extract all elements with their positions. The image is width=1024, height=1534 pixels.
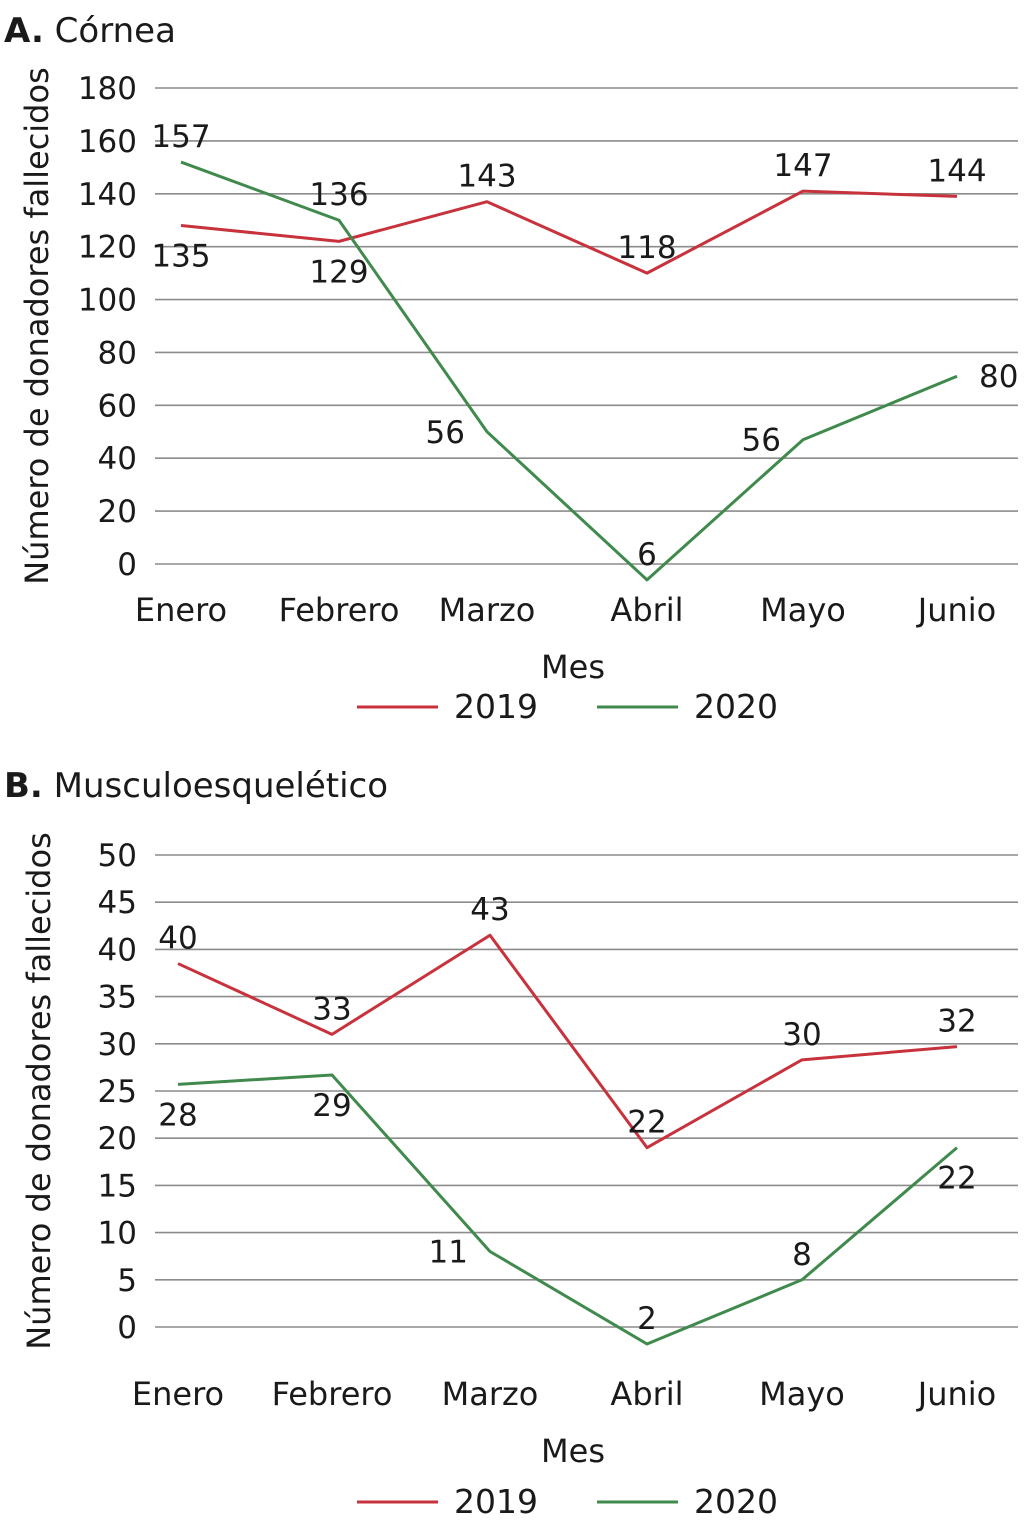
y-tick-label: 40 [98, 441, 137, 477]
data-label: 8 [792, 1237, 812, 1273]
panel-name: Córnea [44, 11, 176, 51]
x-tick-label: Mayo [760, 591, 846, 629]
y-tick-label: 40 [98, 932, 137, 968]
y-axis-title: Número de donadores fallecidos [20, 832, 58, 1350]
x-tick-label: Junio [916, 591, 996, 629]
y-tick-label: 15 [98, 1168, 137, 1204]
x-tick-label: Marzo [442, 1375, 539, 1413]
y-axis-title: Número de donadores fallecidos [18, 67, 56, 585]
x-tick-label: Enero [135, 591, 227, 629]
data-label: 135 [151, 239, 210, 275]
x-tick-label: Febrero [279, 591, 400, 629]
y-tick-label: 160 [78, 124, 137, 160]
data-label: 29 [312, 1088, 351, 1124]
data-label: 28 [158, 1097, 197, 1133]
panel-title: A. Córnea [4, 11, 176, 51]
data-label: 2 [637, 1301, 657, 1337]
y-tick-label: 140 [78, 177, 137, 213]
y-tick-label: 20 [98, 494, 137, 530]
data-label: 136 [309, 177, 368, 213]
data-label: 129 [309, 254, 368, 290]
y-tick-label: 80 [98, 335, 137, 371]
data-label: 157 [151, 119, 210, 155]
x-tick-label: Enero [132, 1375, 224, 1413]
data-label: 40 [158, 921, 197, 957]
panel-letter: A. [4, 11, 44, 51]
legend-label-2019: 2019 [454, 687, 538, 726]
series-line-2019 [177, 933, 958, 1150]
x-tick-label: Abril [610, 591, 683, 629]
data-label: 80 [979, 359, 1018, 395]
legend-label-2019: 2019 [454, 1482, 538, 1521]
y-tick-label: 20 [98, 1121, 137, 1157]
data-label: 22 [937, 1161, 976, 1197]
panel-name: Musculoesquelético [43, 766, 388, 806]
data-label: 56 [742, 423, 781, 459]
y-tick-label: 100 [78, 283, 137, 319]
series-line-2019 [180, 189, 958, 275]
series-line-2020 [177, 1073, 958, 1346]
legend-label-2020: 2020 [694, 1482, 778, 1521]
y-tick-label: 0 [117, 1310, 137, 1346]
y-tick-label: 25 [98, 1074, 137, 1110]
x-tick-label: Mayo [759, 1375, 845, 1413]
x-tick-label: Marzo [439, 591, 536, 629]
data-label: 22 [627, 1105, 666, 1141]
data-label: 118 [617, 230, 676, 266]
x-tick-label: Abril [610, 1375, 683, 1413]
y-tick-label: 50 [98, 838, 137, 874]
x-tick-label: Junio [916, 1375, 996, 1413]
chart-cornea: A. Córnea 0 20 40 60 80 100 120 140 160 180 Número … [4, 11, 1018, 726]
x-tick-label: Febrero [272, 1375, 393, 1413]
y-tick-label: 0 [117, 547, 137, 583]
x-axis-title: Mes [541, 1432, 605, 1470]
data-label: 33 [312, 991, 351, 1027]
data-label: 147 [773, 148, 832, 184]
data-label: 56 [426, 415, 465, 451]
data-label: 143 [457, 159, 516, 195]
y-tick-label: 45 [98, 885, 137, 921]
data-label: 32 [937, 1004, 976, 1040]
y-tick-label: 10 [98, 1216, 137, 1252]
panel-letter: B. [4, 766, 43, 806]
data-label: 30 [782, 1017, 821, 1053]
y-tick-label: 60 [98, 388, 137, 424]
y-tick-label: 35 [98, 980, 137, 1016]
data-label: 43 [470, 892, 509, 928]
data-label: 144 [927, 153, 986, 189]
data-label: 11 [429, 1234, 468, 1270]
legend-label-2020: 2020 [694, 687, 778, 726]
y-tick-label: 5 [117, 1263, 137, 1299]
series-line-2020 [180, 160, 958, 582]
x-axis-title: Mes [541, 648, 605, 686]
data-label: 6 [637, 537, 657, 573]
y-tick-label: 120 [78, 230, 137, 266]
y-tick-label: 30 [98, 1027, 137, 1063]
y-tick-label: 180 [78, 71, 137, 107]
panel-title: B. Musculoesquelético [4, 766, 388, 806]
chart-musculoesqueletico: B. Musculoesquelético 0 5 10 15 20 25 30 35 40 45 5… [4, 766, 1018, 1521]
